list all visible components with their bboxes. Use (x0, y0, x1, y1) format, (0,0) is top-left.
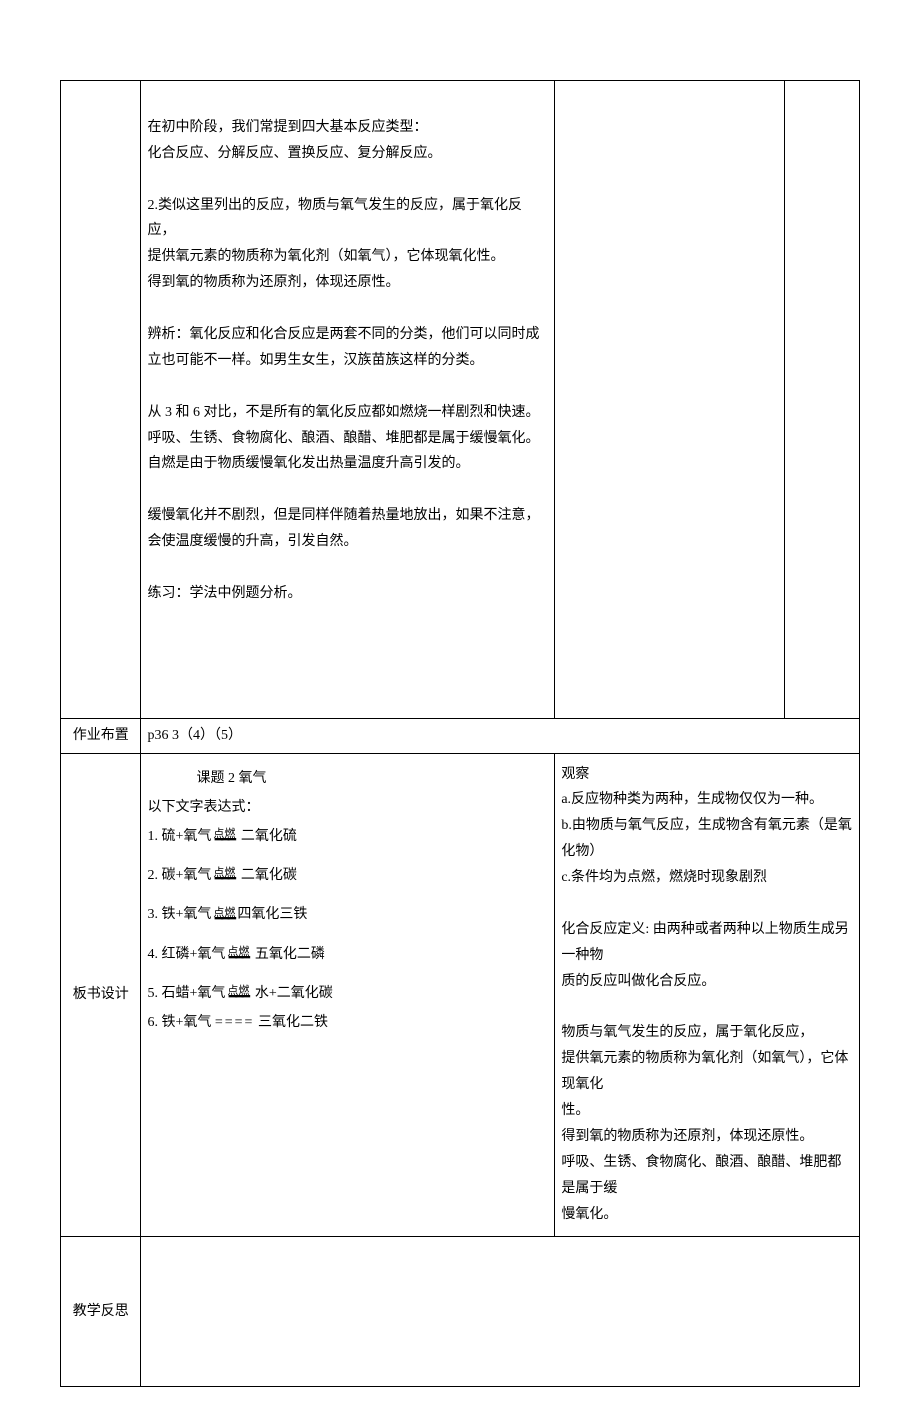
main-content-cell: 在初中阶段，我们常提到四大基本反应类型： 化合反应、分解反应、置换反应、复分解反… (141, 81, 555, 719)
main-content-row: 在初中阶段，我们常提到四大基本反应类型： 化合反应、分解反应、置换反应、复分解反… (61, 81, 860, 719)
homework-content: p36 3（4）（5） (141, 719, 860, 753)
text-line: 性。 (561, 1098, 853, 1124)
board-title: 课题 2 氧气 (147, 766, 548, 791)
text-line: 提供氧元素的物质称为氧化剂（如氧气），它体现氧化性。 (147, 244, 548, 270)
obs-title: 观察 (561, 762, 853, 788)
homework-label: 作业布置 (61, 719, 141, 753)
obs-line: c.条件均为点燃，燃烧时现象剧烈 (561, 865, 853, 891)
equation-5: 5. 石蜡+氧气点燃━━━ 水+二氧化碳 (147, 981, 548, 1006)
def-line: 化合反应定义: 由两种或者两种以上物质生成另一种物 (561, 917, 853, 969)
notes-cell (555, 81, 785, 719)
reflection-row: 教学反思 (61, 1236, 860, 1386)
main-label-cell (61, 81, 141, 719)
board-right-cell: 观察 a.反应物种类为两种，生成物仅仅为一种。 b.由物质与氧气反应，生成物含有… (555, 753, 860, 1236)
text-line: 会使温度缓慢的升高，引发自然。 (147, 529, 548, 555)
text-line: 化合反应、分解反应、置换反应、复分解反应。 (147, 141, 548, 167)
equation-2: 2. 碳+氧气点燃━━━ 二氧化碳 (147, 863, 548, 888)
reflection-label: 教学反思 (61, 1236, 141, 1386)
equation-3: 3. 铁+氧气点燃━━━四氧化三铁 (147, 902, 548, 927)
equation-6: 6. 铁+氧气 ==== 三氧化二铁 (147, 1010, 548, 1035)
board-label: 板书设计 (61, 753, 141, 1236)
text-line: 2.类似这里列出的反应，物质与氧气发生的反应，属于氧化反应， (147, 193, 548, 245)
equation-4: 4. 红磷+氧气点燃━━━ 五氧化二磷 (147, 942, 548, 967)
text-line: 练习：学法中例题分析。 (147, 581, 548, 607)
board-design-row: 板书设计 课题 2 氧气 以下文字表达式： 1. 硫+氧气点燃━━━ 二氧化硫 … (61, 753, 860, 1236)
lesson-plan-table: 在初中阶段，我们常提到四大基本反应类型： 化合反应、分解反应、置换反应、复分解反… (60, 80, 860, 1387)
text-line: 呼吸、生锈、食物腐化、酿酒、酿醋、堆肥都是属于缓慢氧化。 (147, 426, 548, 452)
text-line: 辨析：氧化反应和化合反应是两套不同的分类，他们可以同时成 (147, 322, 548, 348)
text-line: 提供氧元素的物质称为氧化剂（如氧气），它体现氧化 (561, 1046, 853, 1098)
text-line: 慢氧化。 (561, 1202, 853, 1228)
text-line: 自燃是由于物质缓慢氧化发出热量温度升高引发的。 (147, 451, 548, 477)
board-left-cell: 课题 2 氧气 以下文字表达式： 1. 硫+氧气点燃━━━ 二氧化硫 2. 碳+… (141, 753, 555, 1236)
text-line: 呼吸、生锈、食物腐化、酿酒、酿醋、堆肥都是属于缓 (561, 1150, 853, 1202)
text-line: 得到氧的物质称为还原剂，体现还原性。 (561, 1124, 853, 1150)
equation-1: 1. 硫+氧气点燃━━━ 二氧化硫 (147, 824, 548, 849)
text-line: 从 3 和 6 对比，不是所有的氧化反应都如燃烧一样剧烈和快速。 (147, 400, 548, 426)
reflection-content (141, 1236, 860, 1386)
text-line: 得到氧的物质称为还原剂，体现还原性。 (147, 270, 548, 296)
obs-line: b.由物质与氧气反应，生成物含有氧元素（是氧化物） (561, 813, 853, 865)
board-subtitle: 以下文字表达式： (147, 795, 548, 820)
text-line: 在初中阶段，我们常提到四大基本反应类型： (147, 115, 548, 141)
extra-cell (785, 81, 860, 719)
def-line: 质的反应叫做化合反应。 (561, 969, 853, 995)
obs-line: a.反应物种类为两种，生成物仅仅为一种。 (561, 787, 853, 813)
text-line: 立也可能不一样。如男生女生，汉族苗族这样的分类。 (147, 348, 548, 374)
text-line: 物质与氧气发生的反应，属于氧化反应， (561, 1020, 853, 1046)
homework-row: 作业布置 p36 3（4）（5） (61, 719, 860, 753)
text-line: 缓慢氧化并不剧烈，但是同样伴随着热量地放出，如果不注意， (147, 503, 548, 529)
